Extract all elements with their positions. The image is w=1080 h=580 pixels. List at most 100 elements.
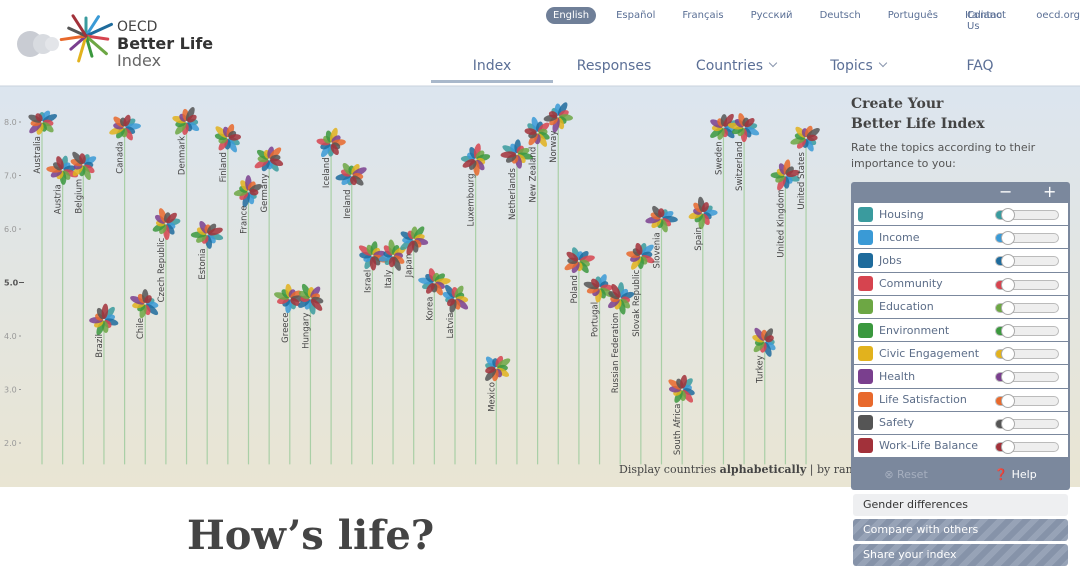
topic-name[interactable]: Environment bbox=[879, 323, 950, 337]
share-button[interactable]: Share your index bbox=[853, 544, 1068, 566]
country-label[interactable]: United Kingdom bbox=[776, 190, 786, 258]
reset-label[interactable]: Reset bbox=[897, 467, 928, 481]
country-label[interactable]: Portugal bbox=[591, 302, 601, 337]
flower bbox=[130, 289, 159, 319]
country-label[interactable]: United States bbox=[797, 151, 807, 209]
topic-name[interactable]: Work-Life Balance bbox=[879, 439, 979, 453]
gender-button[interactable]: Gender differences bbox=[853, 494, 1068, 516]
minus-all[interactable]: − bbox=[999, 182, 1013, 201]
country-label[interactable]: Mexico bbox=[487, 382, 497, 412]
topic-name[interactable]: Education bbox=[879, 300, 934, 314]
country-label[interactable]: Poland bbox=[570, 275, 580, 303]
help[interactable]: ❓ Help bbox=[994, 467, 1037, 481]
top-link[interactable]: Contact Us bbox=[967, 10, 1006, 32]
slider-track[interactable] bbox=[995, 277, 1059, 292]
slider-track[interactable] bbox=[995, 231, 1059, 246]
slider-knob[interactable] bbox=[1001, 300, 1015, 315]
nav-item[interactable]: FAQ bbox=[966, 58, 994, 74]
slider-knob[interactable] bbox=[1001, 231, 1015, 246]
country-label[interactable]: Netherlands bbox=[508, 168, 518, 220]
country-label[interactable]: Greece bbox=[281, 313, 291, 343]
slider-knob[interactable] bbox=[1001, 323, 1015, 338]
country-label[interactable]: Turkey bbox=[756, 355, 766, 384]
country-label[interactable]: Russian Federation bbox=[611, 313, 621, 394]
slider-track[interactable] bbox=[995, 323, 1059, 338]
slider-knob[interactable] bbox=[1001, 416, 1015, 431]
country-label[interactable]: Switzerland bbox=[735, 141, 745, 191]
country-label[interactable]: New Zealand bbox=[529, 147, 539, 203]
compare-button[interactable]: Compare with others bbox=[853, 519, 1068, 541]
topic-name[interactable]: Life Satisfaction bbox=[879, 393, 967, 407]
slider-track[interactable] bbox=[995, 416, 1059, 431]
slider-knob[interactable] bbox=[1001, 370, 1015, 385]
slider-knob[interactable] bbox=[1001, 208, 1015, 222]
slider-knob[interactable] bbox=[1001, 393, 1015, 408]
country-label[interactable]: Belgium bbox=[74, 179, 84, 214]
slider-knob[interactable] bbox=[1001, 347, 1015, 362]
country-label[interactable]: Israel bbox=[363, 270, 373, 293]
y-tick-label: 4.0 bbox=[4, 332, 17, 341]
country-label[interactable]: Italy bbox=[384, 270, 394, 288]
language[interactable]: Русский bbox=[750, 10, 793, 21]
country-label[interactable]: Sweden bbox=[714, 141, 724, 175]
language[interactable]: Português bbox=[887, 10, 938, 21]
country-label[interactable]: Germany bbox=[260, 173, 270, 212]
country-label[interactable]: Chile bbox=[136, 318, 146, 339]
nav-item[interactable]: Responses bbox=[576, 58, 652, 74]
country-label[interactable]: Norway bbox=[549, 131, 559, 163]
topic-name[interactable]: Safety bbox=[879, 416, 915, 430]
slider-knob[interactable] bbox=[1001, 254, 1015, 269]
country-label[interactable]: Hungary bbox=[301, 313, 311, 349]
reset[interactable]: ⊗ Reset bbox=[884, 467, 928, 481]
slider-track[interactable] bbox=[995, 208, 1059, 222]
country-label[interactable]: Japan bbox=[405, 254, 415, 279]
country-label[interactable]: Luxembourg bbox=[467, 173, 477, 226]
sort-rank[interactable]: by rank bbox=[817, 463, 860, 476]
help-label[interactable]: Help bbox=[1011, 467, 1037, 481]
slider-track[interactable] bbox=[995, 439, 1059, 454]
language[interactable]: Français bbox=[682, 10, 724, 21]
country-label[interactable]: Czech Republic bbox=[157, 237, 167, 302]
slider-knob[interactable] bbox=[1001, 277, 1015, 292]
country-label[interactable]: Slovak Republic bbox=[632, 269, 642, 336]
topic-name[interactable]: Jobs bbox=[879, 253, 902, 267]
country-label[interactable]: South Africa bbox=[673, 404, 683, 456]
topic-name[interactable]: Civic Engagement bbox=[879, 346, 980, 360]
language[interactable]: Deutsch bbox=[819, 10, 861, 21]
country-label[interactable]: Korea bbox=[425, 297, 435, 321]
country-label[interactable]: Spain bbox=[694, 227, 704, 251]
top-link[interactable]: oecd.org bbox=[1036, 10, 1080, 21]
country-label[interactable]: Latvia bbox=[446, 313, 456, 339]
petal bbox=[388, 256, 396, 268]
nav-item[interactable]: Countries bbox=[675, 58, 797, 83]
topic-name[interactable]: Community bbox=[879, 277, 943, 291]
slider-track[interactable] bbox=[995, 300, 1059, 315]
slider-track[interactable] bbox=[995, 370, 1059, 385]
country-label[interactable]: Australia bbox=[33, 136, 43, 174]
country-label[interactable]: France bbox=[240, 206, 250, 234]
country-label[interactable]: Denmark bbox=[178, 136, 188, 175]
topic-name[interactable]: Housing bbox=[879, 207, 924, 221]
topic-name[interactable]: Income bbox=[879, 230, 920, 244]
nav-item[interactable]: Topics bbox=[797, 58, 919, 83]
plus-all[interactable]: + bbox=[1043, 182, 1057, 201]
language[interactable]: English bbox=[546, 7, 597, 24]
country-label[interactable]: Ireland bbox=[343, 190, 353, 219]
country-label[interactable]: Estonia bbox=[198, 248, 208, 279]
country-label[interactable]: Brazil bbox=[95, 334, 105, 358]
country-label[interactable]: Canada bbox=[116, 141, 126, 173]
language[interactable]: Español bbox=[616, 10, 656, 21]
nav-item[interactable]: Index bbox=[431, 58, 553, 83]
slider-track[interactable] bbox=[995, 347, 1059, 362]
language[interactable]: Italiano bbox=[964, 10, 1003, 21]
slider-track[interactable] bbox=[995, 254, 1059, 269]
sort-alpha[interactable]: alphabetically bbox=[719, 463, 807, 476]
country-label[interactable]: Finland bbox=[219, 152, 229, 182]
country-label[interactable]: Slovenia bbox=[653, 232, 663, 268]
country-label[interactable]: Austria bbox=[54, 184, 64, 214]
petal bbox=[447, 298, 455, 307]
slider-track[interactable] bbox=[995, 393, 1059, 408]
slider-knob[interactable] bbox=[1001, 439, 1015, 454]
country-label[interactable]: Iceland bbox=[322, 157, 332, 188]
topic-name[interactable]: Health bbox=[879, 369, 916, 383]
